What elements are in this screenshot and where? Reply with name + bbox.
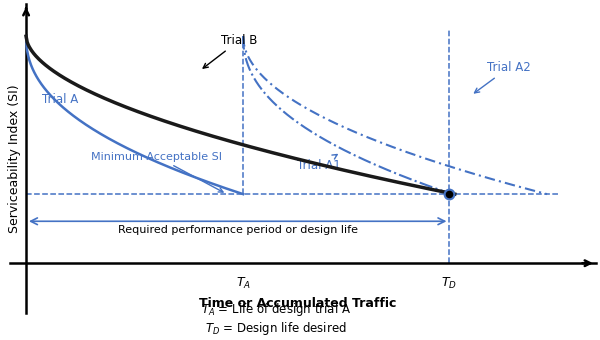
Text: $T_D$ = Design life desired: $T_D$ = Design life desired <box>205 320 346 337</box>
Text: $T_D$: $T_D$ <box>442 275 457 291</box>
Text: Required performance period or design life: Required performance period or design li… <box>118 225 358 235</box>
Text: $T_A$ = Life of design trial A: $T_A$ = Life of design trial A <box>200 302 350 319</box>
Y-axis label: Serviceability Index (SI): Serviceability Index (SI) <box>8 84 20 233</box>
Text: Trial B: Trial B <box>203 34 258 68</box>
Text: Trial A: Trial A <box>43 93 79 106</box>
Text: Time or Accumulated Traffic: Time or Accumulated Traffic <box>199 296 396 309</box>
Text: $T_A$: $T_A$ <box>236 275 251 291</box>
Text: Trial A2: Trial A2 <box>475 61 531 93</box>
Text: Minimum Acceptable SI: Minimum Acceptable SI <box>91 152 223 192</box>
Text: Trial A1: Trial A1 <box>298 154 341 172</box>
